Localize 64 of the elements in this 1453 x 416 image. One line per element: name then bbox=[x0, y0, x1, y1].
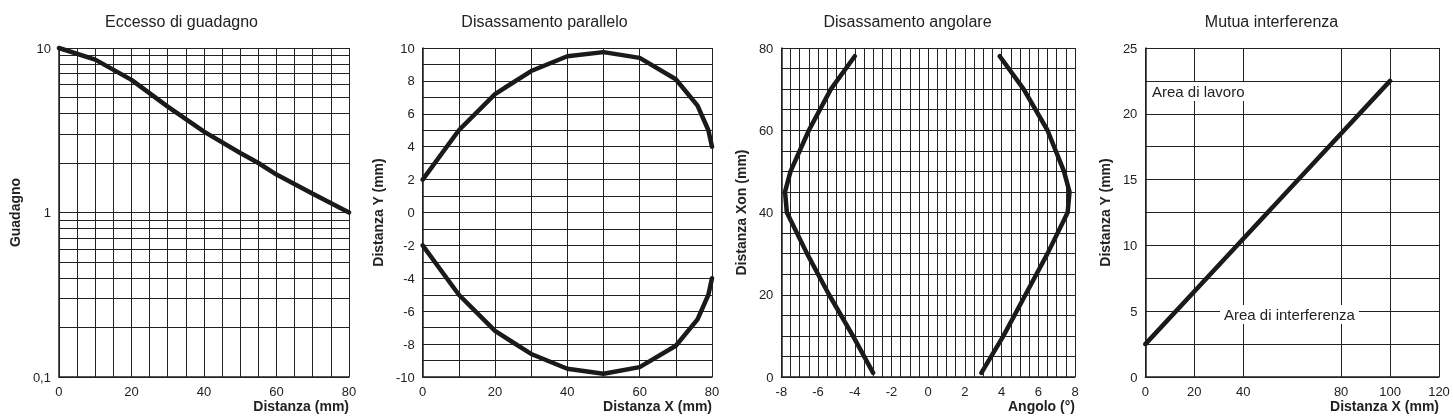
y-tick-label: 10 bbox=[400, 40, 415, 56]
y-tick-label: 0 bbox=[407, 205, 415, 220]
y-tick-label: -2 bbox=[403, 237, 415, 253]
annotation: Area di lavoro bbox=[1152, 83, 1245, 100]
x-tick-label: -2 bbox=[885, 384, 898, 399]
y-tick-label: -4 bbox=[403, 270, 415, 286]
x-axis-title: Distanza (mm) bbox=[253, 398, 349, 414]
y-tick-label: 20 bbox=[758, 287, 774, 303]
x-tick-label: 100 bbox=[1379, 384, 1401, 399]
x-tick-label: 0 bbox=[924, 384, 932, 399]
x-axis-title: Distanza X (mm) bbox=[603, 398, 712, 414]
x-tick-label: 6 bbox=[1034, 384, 1042, 399]
x-tick-label: 2 bbox=[961, 384, 969, 399]
y-tick-label: 2 bbox=[407, 172, 415, 188]
x-tick-label: 60 bbox=[632, 384, 647, 399]
x-tick-label: -4 bbox=[848, 384, 861, 399]
x-tick-label: -6 bbox=[812, 384, 824, 399]
x-tick-label: 20 bbox=[487, 384, 503, 399]
y-axis-title: Distanza Y (mm) bbox=[370, 158, 386, 267]
x-tick-label: -8 bbox=[775, 384, 788, 399]
y-tick-label: 0,1 bbox=[32, 369, 51, 385]
x-tick-label: 4 bbox=[997, 384, 1006, 399]
x-tick-label: 8 bbox=[1071, 384, 1079, 399]
annotation: Area di interferenza bbox=[1224, 306, 1356, 323]
x-tick-label: 40 bbox=[560, 384, 575, 399]
x-tick-label: 0 bbox=[1141, 384, 1149, 399]
chart-title: Disassamento angolare bbox=[823, 12, 992, 30]
y-tick-label: 40 bbox=[758, 205, 774, 220]
x-tick-label: 0 bbox=[419, 384, 427, 399]
y-tick-label: 25 bbox=[1122, 40, 1138, 56]
y-tick-label: 8 bbox=[407, 73, 415, 89]
y-tick-label: 60 bbox=[758, 122, 774, 138]
x-axis-title: Distanza X (mm) bbox=[1330, 398, 1439, 414]
y-tick-label: 80 bbox=[758, 40, 774, 56]
x-tick-label: 20 bbox=[124, 384, 139, 399]
x-tick-label: 80 bbox=[1333, 384, 1349, 399]
y-axis-title: Distanza Xon (mm) bbox=[733, 149, 749, 276]
x-tick-label: 60 bbox=[269, 384, 284, 399]
x-tick-label: 0 bbox=[55, 384, 63, 399]
y-axis-title: Distanza Y (mm) bbox=[1097, 158, 1113, 267]
y-axis-title: Guadagno bbox=[7, 177, 23, 248]
y-tick-label: -10 bbox=[395, 369, 415, 385]
chart-title: Eccesso di guadagno bbox=[105, 12, 259, 30]
y-tick-label: -6 bbox=[403, 303, 415, 319]
y-tick-label: 6 bbox=[407, 106, 415, 122]
y-tick-label: 1 bbox=[43, 205, 51, 220]
x-tick-label: 80 bbox=[341, 384, 357, 399]
y-tick-label: 4 bbox=[407, 139, 415, 155]
chart-title: Mutua interferenza bbox=[1204, 12, 1339, 30]
y-tick-label: 15 bbox=[1122, 172, 1138, 188]
x-tick-label: 40 bbox=[196, 384, 212, 399]
x-axis-title: Angolo (°) bbox=[1007, 398, 1075, 414]
y-tick-label: 10 bbox=[1122, 237, 1138, 253]
y-tick-label: 20 bbox=[1122, 106, 1138, 122]
y-tick-label: 10 bbox=[36, 40, 51, 56]
y-tick-label: -8 bbox=[403, 336, 415, 352]
y-tick-label: 0 bbox=[766, 369, 774, 385]
y-tick-label: 5 bbox=[1130, 303, 1138, 319]
x-tick-label: 40 bbox=[1236, 384, 1251, 399]
x-tick-label: 120 bbox=[1428, 384, 1450, 399]
x-tick-label: 20 bbox=[1187, 384, 1202, 399]
x-tick-label: 80 bbox=[704, 384, 720, 399]
chart-title: Disassamento parallelo bbox=[461, 12, 628, 30]
y-tick-label: 0 bbox=[1130, 369, 1138, 385]
